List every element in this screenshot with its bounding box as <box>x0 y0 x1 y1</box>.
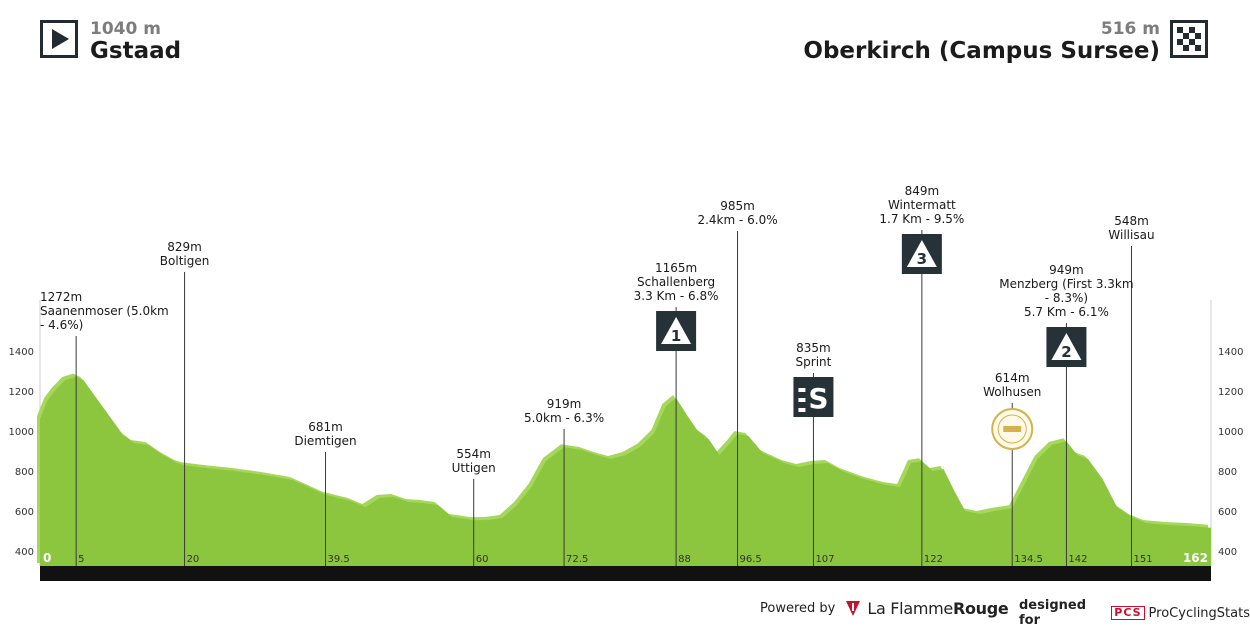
y-tick-label-right: 600 <box>1218 507 1237 518</box>
golden-kilometre-badge-icon <box>991 408 1034 450</box>
point-label: 829m <box>167 240 202 254</box>
point-label: 985m <box>720 199 755 213</box>
y-axis-right: 400 600 800 1000 1200 1400 <box>1210 300 1243 566</box>
point-label: Uttigen <box>452 461 496 475</box>
point-label: 5.0km - 6.3% <box>524 411 604 425</box>
flamme-rouge-logo-icon <box>846 601 861 616</box>
finish-altitude: 516 m <box>1100 19 1160 39</box>
point-label: Schallenberg <box>637 275 715 289</box>
finish-location: Oberkirch (Campus Sursee) <box>803 38 1160 64</box>
x-tick-label: 39.5 <box>328 554 350 565</box>
start-location: Gstaad <box>90 38 182 64</box>
y-tick-label-left: 1400 <box>9 347 34 358</box>
sprint-badge-stripe <box>798 408 806 412</box>
y-axis-left: 400 600 800 1000 1200 1400 <box>9 300 41 566</box>
point-label: 949m <box>1049 263 1084 277</box>
point-label: Wolhusen <box>983 385 1041 399</box>
marker-lines <box>75 230 1132 566</box>
y-tick-label-left: 400 <box>15 547 34 558</box>
y-tick-label-right: 1000 <box>1218 427 1243 438</box>
x-tick-label: 20 <box>187 554 200 565</box>
climb-badge-triangle <box>661 317 692 344</box>
point-label: 835m <box>796 341 831 355</box>
x-tick-label: 96.5 <box>740 554 762 565</box>
powered-by: Powered by La FlammeRouge <box>760 598 1009 618</box>
point-label: Boltigen <box>160 254 210 268</box>
start-altitude: 1040 m <box>90 19 161 39</box>
y-tick-label-left: 1000 <box>9 427 34 438</box>
pcs-brand: ProCyclingStats <box>1148 605 1250 621</box>
point-label: Diemtigen <box>294 434 356 448</box>
point-label: 2.4km - 6.0% <box>697 213 777 227</box>
point-label: 3.3 Km - 6.8% <box>634 289 719 303</box>
profile-area <box>40 376 1211 566</box>
sprint-badge-letter: S <box>808 382 828 415</box>
climb-category-badge-icon: 1 <box>656 311 697 351</box>
y-tick-label-left: 1200 <box>9 387 34 398</box>
point-label: Saanenmoser (5.0km <box>40 304 169 318</box>
x-tick-label: 134.5 <box>1014 554 1043 565</box>
climb-category-badge-icon: 2 <box>1046 327 1087 367</box>
pcs-logo: PCS <box>1111 606 1145 620</box>
y-tick-label-right: 400 <box>1218 547 1237 558</box>
point-label: 614m <box>995 371 1030 385</box>
point-label: Menzberg (First 3.3km <box>999 277 1133 291</box>
point-label: 919m <box>547 397 582 411</box>
x-tick-label: 5 <box>78 554 84 565</box>
x-tick-label: 162 <box>1183 551 1208 565</box>
sprint-badge-stripe <box>798 398 806 402</box>
point-label: 1272m <box>40 290 82 304</box>
point-label: 1.7 Km - 9.5% <box>879 212 964 226</box>
powered-label: Powered by <box>760 600 836 616</box>
x-tick-label: 72.5 <box>566 554 588 565</box>
point-label: Willisau <box>1108 228 1154 242</box>
point-label: 554m <box>456 447 491 461</box>
x-tick-label: 60 <box>476 554 489 565</box>
point-label: 681m <box>308 420 343 434</box>
x-tick-label: 151 <box>1133 554 1152 565</box>
point-label: 1165m <box>655 261 697 275</box>
y-tick-label-right: 1200 <box>1218 387 1243 398</box>
y-tick-label-right: 800 <box>1218 467 1237 478</box>
climb-badge-number: 1 <box>671 327 681 345</box>
y-tick-label-left: 600 <box>15 507 34 518</box>
x-tick-label: 107 <box>815 554 834 565</box>
x-tick-label: 88 <box>678 554 691 565</box>
climb-badge-triangle <box>906 240 937 267</box>
finish-flag-icon <box>1170 20 1208 58</box>
climb-badge-number: 2 <box>1061 343 1071 361</box>
y-tick-label-left: 800 <box>15 467 34 478</box>
y-tick-label-right: 1400 <box>1218 347 1243 358</box>
distance-axis-bar <box>40 566 1211 581</box>
x-tick-label: 142 <box>1068 554 1087 565</box>
point-label: Wintermatt <box>888 198 956 212</box>
point-label: 5.7 Km - 6.1% <box>1024 305 1109 319</box>
point-label: - 4.6%) <box>40 318 83 332</box>
x-tick-label: 122 <box>924 554 943 565</box>
climb-badge-triangle <box>1051 333 1082 360</box>
x-tick-label: 0 <box>43 551 51 565</box>
point-label: - 8.3%) <box>1045 291 1088 305</box>
golden-badge-bar <box>1003 426 1022 432</box>
designed-label: designed for <box>1019 598 1086 628</box>
flamme-rouge-brand: La FlammeRouge <box>867 598 1009 618</box>
climb-badges: 1 S 3 2 <box>656 234 1087 450</box>
climb-badge-number: 3 <box>917 250 927 268</box>
point-label: 548m <box>1114 214 1149 228</box>
climb-category-badge-icon: 3 <box>901 234 942 274</box>
point-label: 849m <box>905 184 940 198</box>
distance-axis-ticks: 0 5 20 39.5 60 72.5 88 96.5 107 122 134.5 142 151 162 <box>43 551 1208 565</box>
point-label: Sprint <box>796 355 832 369</box>
golden-badge-ring <box>997 414 1027 444</box>
sprint-badge-icon: S <box>793 377 834 417</box>
start-flag-icon <box>40 20 78 58</box>
sprint-badge-stripe <box>798 388 806 392</box>
designed-for: designed for PCS ProCyclingStats <box>1019 598 1250 628</box>
